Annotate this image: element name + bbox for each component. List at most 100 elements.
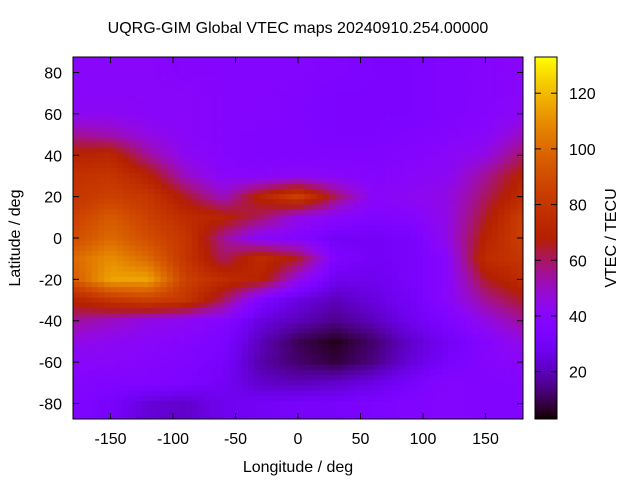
- heatmap-cell: [266, 312, 274, 319]
- heatmap-cell: [298, 214, 305, 221]
- heatmap-cell: [391, 261, 399, 267]
- heatmap-cell: [198, 188, 205, 195]
- heatmap-cell: [179, 302, 186, 309]
- heatmap-cell: [291, 359, 299, 366]
- heatmap-cell: [129, 312, 136, 319]
- heatmap-cell: [304, 183, 311, 190]
- heatmap-cell: [285, 266, 293, 273]
- heatmap-cell: [173, 400, 180, 407]
- heatmap-cell: [323, 152, 330, 159]
- heatmap-cell: [123, 85, 130, 92]
- heatmap-cell: [98, 152, 105, 159]
- heatmap-cell: [435, 121, 443, 128]
- heatmap-cell: [229, 354, 236, 361]
- heatmap-cell: [279, 111, 286, 117]
- heatmap-cell: [85, 312, 93, 319]
- heatmap-cell: [448, 369, 455, 376]
- heatmap-cell: [204, 235, 211, 242]
- heatmap-cell: [416, 349, 424, 355]
- heatmap-cell: [204, 312, 211, 319]
- heatmap-cell: [460, 375, 468, 381]
- heatmap-cell: [298, 85, 305, 92]
- heatmap-cell: [185, 194, 193, 200]
- heatmap-cell: [473, 199, 480, 205]
- heatmap-cell: [479, 328, 486, 335]
- heatmap-cell: [354, 194, 361, 200]
- heatmap-cell: [135, 240, 143, 247]
- heatmap-cell: [254, 380, 261, 386]
- heatmap-cell: [504, 183, 511, 190]
- heatmap-cell: [498, 328, 505, 335]
- heatmap-cell: [260, 406, 268, 412]
- heatmap-cell: [291, 137, 299, 143]
- heatmap-cell: [141, 266, 149, 273]
- heatmap-cell: [179, 126, 186, 133]
- heatmap-cell: [304, 240, 311, 247]
- heatmap-cell: [329, 57, 336, 61]
- heatmap-cell: [160, 111, 168, 117]
- heatmap-cell: [141, 302, 149, 309]
- heatmap-cell: [473, 64, 480, 71]
- heatmap-cell: [323, 59, 330, 66]
- heatmap-cell: [185, 131, 193, 138]
- heatmap-cell: [510, 250, 518, 257]
- heatmap-cell: [223, 147, 230, 154]
- heatmap-cell: [341, 209, 349, 216]
- heatmap-cell: [254, 344, 261, 350]
- heatmap-cell: [429, 131, 436, 138]
- heatmap-cell: [354, 395, 361, 402]
- heatmap-cell: [354, 111, 361, 117]
- heatmap-cell: [216, 297, 224, 304]
- heatmap-cell: [473, 219, 480, 226]
- heatmap-cell: [79, 157, 86, 164]
- heatmap-cell: [166, 219, 174, 226]
- heatmap-cell: [304, 349, 311, 355]
- heatmap-cell: [516, 137, 524, 143]
- heatmap-cell: [198, 281, 205, 288]
- heatmap-cell: [323, 266, 330, 273]
- heatmap-cell: [248, 152, 255, 159]
- heatmap-cell: [223, 395, 230, 402]
- heatmap-cell: [423, 250, 430, 257]
- heatmap-cell: [466, 199, 474, 205]
- heatmap-cell: [473, 297, 480, 304]
- heatmap-cell: [241, 69, 249, 76]
- heatmap-cell: [279, 235, 286, 242]
- heatmap-cell: [154, 199, 161, 205]
- heatmap-cell: [79, 328, 86, 335]
- heatmap-cell: [191, 209, 199, 216]
- heatmap-cell: [279, 276, 286, 283]
- heatmap-cell: [329, 390, 336, 397]
- heatmap-cell: [435, 250, 443, 257]
- heatmap-cell: [185, 266, 193, 273]
- heatmap-cell: [373, 183, 380, 190]
- heatmap-cell: [198, 276, 205, 283]
- heatmap-cell: [504, 312, 511, 319]
- heatmap-cell: [198, 168, 205, 174]
- heatmap-cell: [141, 225, 149, 231]
- heatmap-cell: [329, 318, 336, 324]
- heatmap-cell: [423, 199, 430, 205]
- heatmap-cell: [466, 302, 474, 309]
- heatmap-cell: [429, 250, 436, 257]
- heatmap-cell: [98, 131, 105, 138]
- heatmap-cell: [266, 214, 274, 221]
- heatmap-cell: [335, 364, 343, 371]
- heatmap-cell: [410, 323, 418, 329]
- heatmap-cell: [466, 364, 474, 371]
- heatmap-cell: [154, 385, 161, 392]
- heatmap-cell: [404, 75, 411, 81]
- heatmap-cell: [460, 95, 468, 102]
- heatmap-cell: [116, 178, 124, 185]
- heatmap-cell: [198, 271, 205, 278]
- heatmap-cell: [254, 90, 261, 97]
- heatmap-cell: [423, 59, 430, 66]
- heatmap-cell: [473, 369, 480, 376]
- heatmap-cell: [354, 318, 361, 324]
- heatmap-cell: [416, 359, 424, 366]
- heatmap-cell: [110, 266, 118, 273]
- heatmap-cell: [335, 126, 343, 133]
- heatmap-cell: [248, 349, 255, 355]
- heatmap-cell: [104, 318, 111, 324]
- heatmap-cell: [385, 75, 393, 81]
